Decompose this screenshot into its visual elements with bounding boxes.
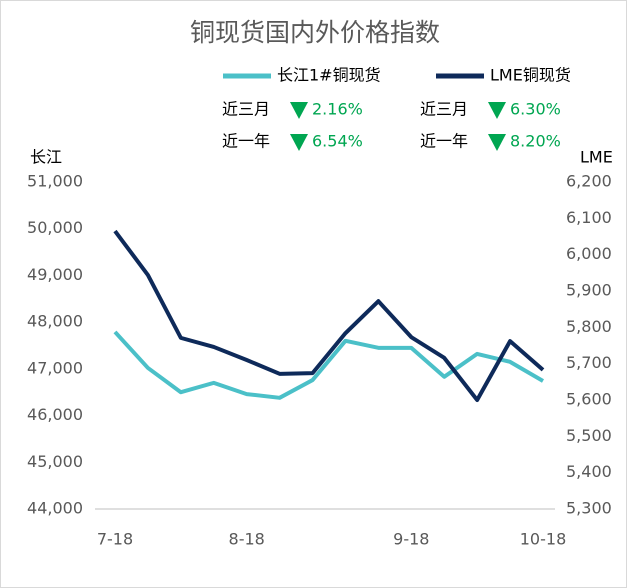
y-tick-label: 49,000: [27, 265, 83, 284]
y-axis-title: 长江: [30, 148, 62, 167]
x-tick-label: 8-18: [229, 530, 265, 549]
x-tick-label: 10-18: [520, 530, 567, 549]
annotation-value: 6.54%: [312, 132, 363, 151]
y-tick-label: 46,000: [27, 405, 83, 424]
y2-tick-label: 5,300: [566, 499, 612, 518]
annotation-value: 8.20%: [510, 132, 561, 151]
legend-label: 长江1#铜现货: [277, 66, 381, 85]
y-tick-label: 50,000: [27, 218, 83, 237]
series-line: [113, 330, 545, 400]
annotation-value: 6.30%: [510, 100, 561, 119]
y2-tick-label: 5,600: [566, 390, 612, 409]
y2-tick-label: 6,200: [566, 172, 612, 191]
y2-axis-title: LME: [580, 148, 613, 167]
y-tick-label: 47,000: [27, 358, 83, 377]
annotation-label: 近一年: [222, 132, 270, 151]
y2-tick-label: 5,900: [566, 281, 612, 300]
y-tick-label: 51,000: [27, 172, 83, 191]
annotation-label: 近一年: [420, 132, 468, 151]
y2-tick-label: 5,700: [566, 353, 612, 372]
down-arrow: [488, 102, 506, 119]
y2-tick-label: 6,100: [566, 208, 612, 227]
down-arrow: [290, 102, 308, 119]
x-tick-label: 7-18: [97, 530, 133, 549]
y2-tick-label: 5,500: [566, 426, 612, 445]
series-line: [113, 229, 545, 402]
down-arrow: [488, 134, 506, 151]
y2-tick-label: 5,400: [566, 462, 612, 481]
annotation-label: 近三月: [420, 100, 468, 119]
y-tick-label: 44,000: [27, 499, 83, 518]
annotation-value: 2.16%: [312, 100, 363, 119]
annotation-label: 近三月: [222, 100, 270, 119]
y2-tick-label: 6,000: [566, 244, 612, 263]
y2-tick-label: 5,800: [566, 317, 612, 336]
y-tick-label: 48,000: [27, 312, 83, 331]
legend-label: LME铜现货: [490, 66, 571, 85]
x-tick-label: 9-18: [393, 530, 429, 549]
y-tick-label: 45,000: [27, 452, 83, 471]
down-arrow: [290, 134, 308, 151]
chart-title: 铜现货国内外价格指数: [190, 18, 440, 47]
